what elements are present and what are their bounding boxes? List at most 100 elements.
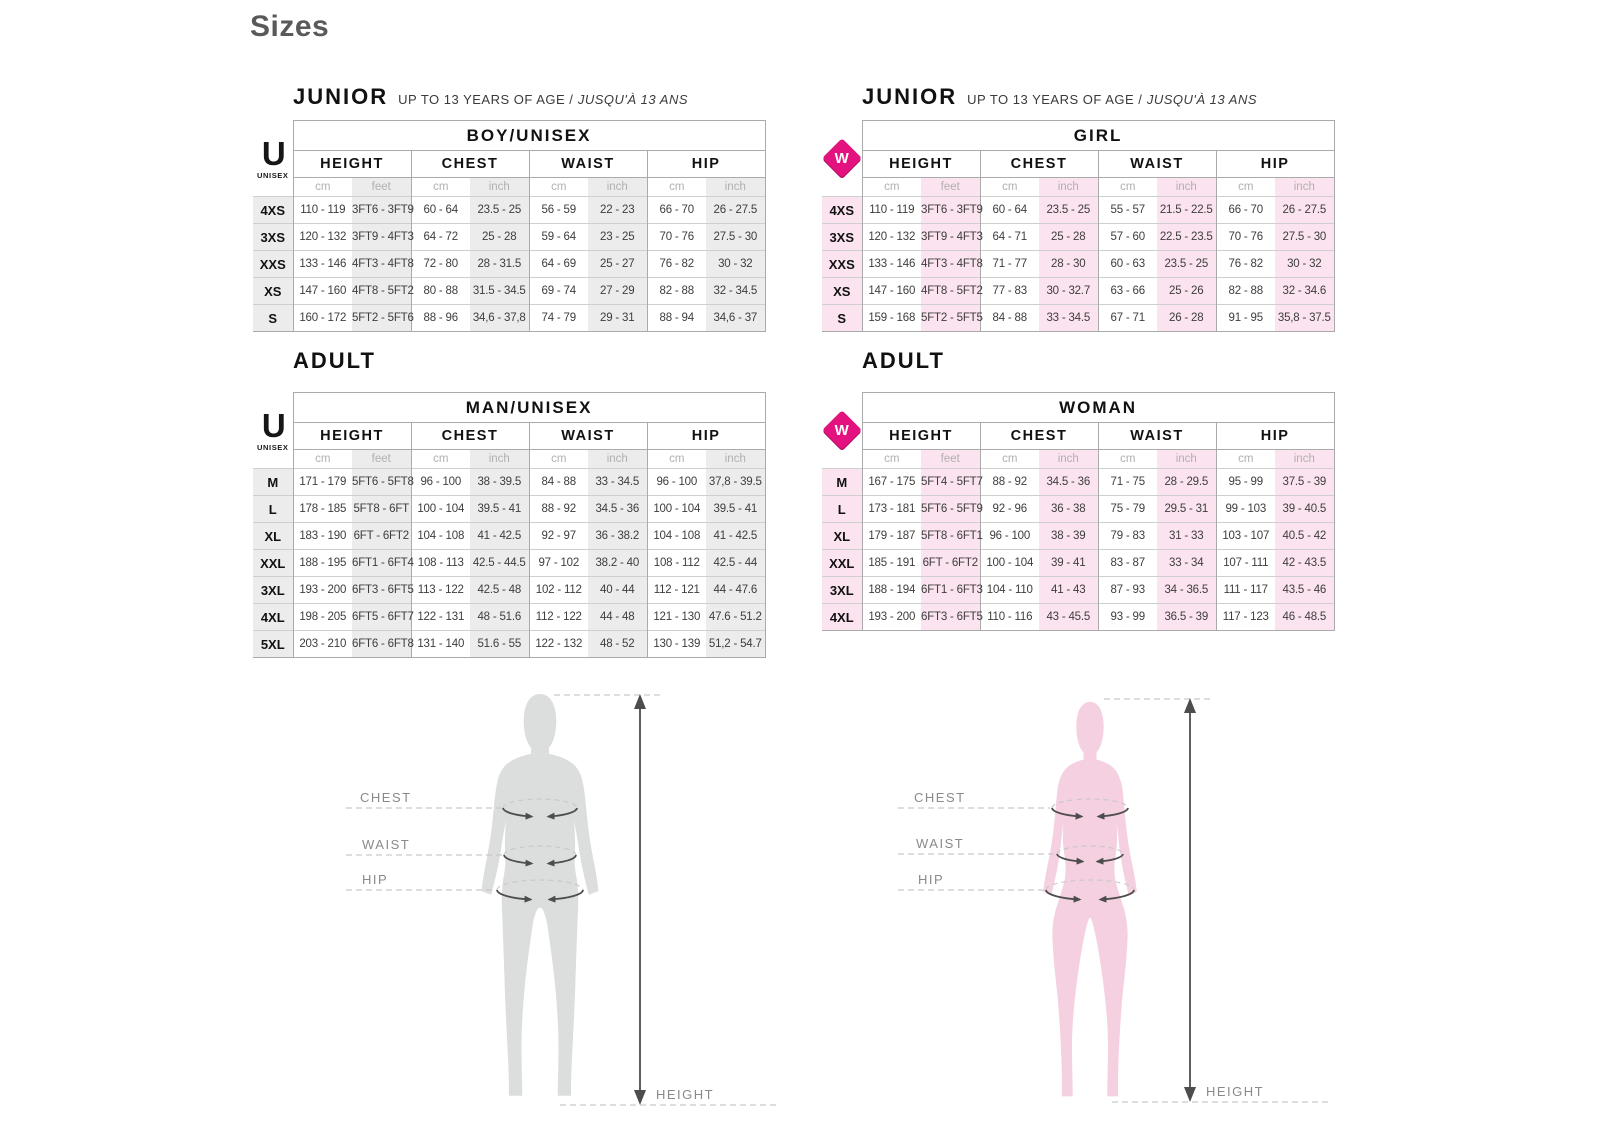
size-cell: 42.5 - 44.5 xyxy=(470,549,529,577)
group-chest: CHEST xyxy=(979,150,1099,178)
group-header-row: HEIGHT CHEST WAIST HIP xyxy=(253,422,766,450)
table-title-row: W WOMAN xyxy=(821,392,1335,469)
table-body: M 167 - 175 5FT4 - 5FT7 88 - 92 34.5 - 36 71 … xyxy=(822,468,1335,631)
size-cell: 23.5 - 25 xyxy=(1039,196,1098,224)
size-cell: 38 - 39 xyxy=(1039,522,1098,550)
table-title: BOY/UNISEX xyxy=(292,120,766,151)
size-cell: 37.5 - 39 xyxy=(1275,468,1335,496)
woman-diamond-icon: W xyxy=(821,138,862,179)
size-cell: 44 - 47.6 xyxy=(706,576,766,604)
size-cell: 110 - 116 xyxy=(979,603,1039,631)
size-cell: 77 - 83 xyxy=(979,277,1039,305)
size-cell: 46 - 48.5 xyxy=(1275,603,1335,631)
unit-label: cm xyxy=(646,449,706,469)
svg-text:WAIST: WAIST xyxy=(916,836,964,851)
size-cell: 70 - 76 xyxy=(1215,223,1275,251)
group-hip: HIP xyxy=(1215,150,1335,178)
size-label: M xyxy=(253,468,293,496)
group-chest: CHEST xyxy=(410,422,530,450)
chest-measure-ring xyxy=(502,798,578,820)
group-chest: CHEST xyxy=(979,422,1099,450)
size-cell: 66 - 70 xyxy=(1215,196,1275,224)
size-cell: 27.5 - 30 xyxy=(706,223,766,251)
unit-label: feet xyxy=(352,177,411,197)
unit-label: inch xyxy=(706,177,766,197)
size-cell: 107 - 111 xyxy=(1215,549,1275,577)
table-title-row: U UNISEX BOY/UNISEX xyxy=(253,120,766,197)
junior-girl-table: W GIRL HEIGHT CHEST WAIST HIP cm feet cm i… xyxy=(821,120,1335,332)
size-cell: 34,6 - 37,8 xyxy=(470,304,529,332)
size-cell: 95 - 99 xyxy=(1215,468,1275,496)
size-cell: 104 - 108 xyxy=(410,522,470,550)
height-measure: HEIGHT xyxy=(1104,698,1328,1103)
size-cell: 64 - 69 xyxy=(528,250,588,278)
size-cell: 41 - 42.5 xyxy=(470,522,529,550)
size-cell: 131 - 140 xyxy=(410,630,470,658)
unit-label: cm xyxy=(1215,177,1275,197)
size-cell: 6FT3 - 6FT5 xyxy=(921,603,983,631)
size-label: 3XS xyxy=(822,223,862,251)
size-cell: 25 - 28 xyxy=(470,223,529,251)
size-cell: 203 - 210 xyxy=(292,630,352,658)
group-waist: WAIST xyxy=(528,150,648,178)
size-cell: 100 - 104 xyxy=(646,495,706,523)
size-cell: 173 - 181 xyxy=(861,495,921,523)
woman-letter: W xyxy=(834,421,849,439)
size-cell: 39 - 41 xyxy=(1039,549,1098,577)
size-cell: 5FT2 - 5FT5 xyxy=(921,304,983,332)
waist-measure-ring xyxy=(503,845,577,867)
adult-heading-left: ADULT xyxy=(293,348,386,374)
size-cell: 38.2 - 40 xyxy=(588,549,647,577)
size-cell: 88 - 96 xyxy=(410,304,470,332)
unit-label: cm xyxy=(528,177,588,197)
size-cell: 108 - 113 xyxy=(410,549,470,577)
junior-note-fr: JUSQU'À 13 ANS xyxy=(577,92,689,107)
junior-note-fr: JUSQU'À 13 ANS xyxy=(1146,92,1258,107)
unit-label: cm xyxy=(979,177,1039,197)
woman-letter: W xyxy=(834,149,849,167)
size-cell: 6FT1 - 6FT3 xyxy=(921,576,983,604)
size-cell: 97 - 102 xyxy=(528,549,588,577)
unit-label: cm xyxy=(1215,449,1275,469)
table-row: XXL 188 - 195 6FT1 - 6FT4 108 - 113 42.5 - 4… xyxy=(253,549,766,577)
size-cell: 96 - 100 xyxy=(410,468,470,496)
unisex-letter: U xyxy=(261,135,286,172)
size-cell: 5FT6 - 5FT8 xyxy=(352,468,414,496)
size-cell: 71 - 77 xyxy=(979,250,1039,278)
size-cell: 29.5 - 31 xyxy=(1157,495,1216,523)
size-cell: 36.5 - 39 xyxy=(1157,603,1216,631)
junior-title: JUNIOR xyxy=(293,84,389,109)
table-title: WOMAN xyxy=(861,392,1335,423)
size-cell: 64 - 71 xyxy=(979,223,1039,251)
size-cell: 41 - 43 xyxy=(1039,576,1098,604)
size-label: XS xyxy=(253,277,293,305)
size-cell: 32 - 34.5 xyxy=(706,277,766,305)
size-cell: 3FT9 - 4FT3 xyxy=(352,223,414,251)
size-cell: 43.5 - 46 xyxy=(1275,576,1335,604)
unit-label: cm xyxy=(1097,449,1157,469)
size-cell: 40.5 - 42 xyxy=(1275,522,1335,550)
junior-note-en: UP TO 13 YEARS OF AGE / xyxy=(398,92,574,107)
svg-text:HIP: HIP xyxy=(918,872,944,887)
size-cell: 34 - 36.5 xyxy=(1157,576,1216,604)
table-row: 5XL 203 - 210 6FT6 - 6FT8 131 - 140 51.6 - 5… xyxy=(253,630,766,658)
table-row: S 159 - 168 5FT2 - 5FT5 84 - 88 33 - 34.5 67 … xyxy=(822,304,1335,332)
size-cell: 167 - 175 xyxy=(861,468,921,496)
table-body: M 171 - 179 5FT6 - 5FT8 96 - 100 38 - 39.5 84… xyxy=(253,468,766,658)
size-cell: 36 - 38.2 xyxy=(588,522,647,550)
size-cell: 3FT6 - 3FT9 xyxy=(921,196,983,224)
size-cell: 193 - 200 xyxy=(292,576,352,604)
unit-label: inch xyxy=(706,449,766,469)
size-cell: 111 - 117 xyxy=(1215,576,1275,604)
size-cell: 36 - 38 xyxy=(1039,495,1098,523)
size-label: 3XL xyxy=(822,576,862,604)
size-cell: 5FT2 - 5FT6 xyxy=(352,304,414,332)
size-cell: 4FT8 - 5FT2 xyxy=(352,277,414,305)
waist-label: WAIST xyxy=(346,837,502,856)
woman-logo: W xyxy=(821,392,862,469)
size-cell: 112 - 121 xyxy=(646,576,706,604)
height-measure: HEIGHT xyxy=(554,694,778,1106)
size-cell: 32 - 34.6 xyxy=(1275,277,1335,305)
unit-label: inch xyxy=(1275,449,1335,469)
table-row: 3XL 193 - 200 6FT3 - 6FT5 113 - 122 42.5 - 4… xyxy=(253,576,766,604)
